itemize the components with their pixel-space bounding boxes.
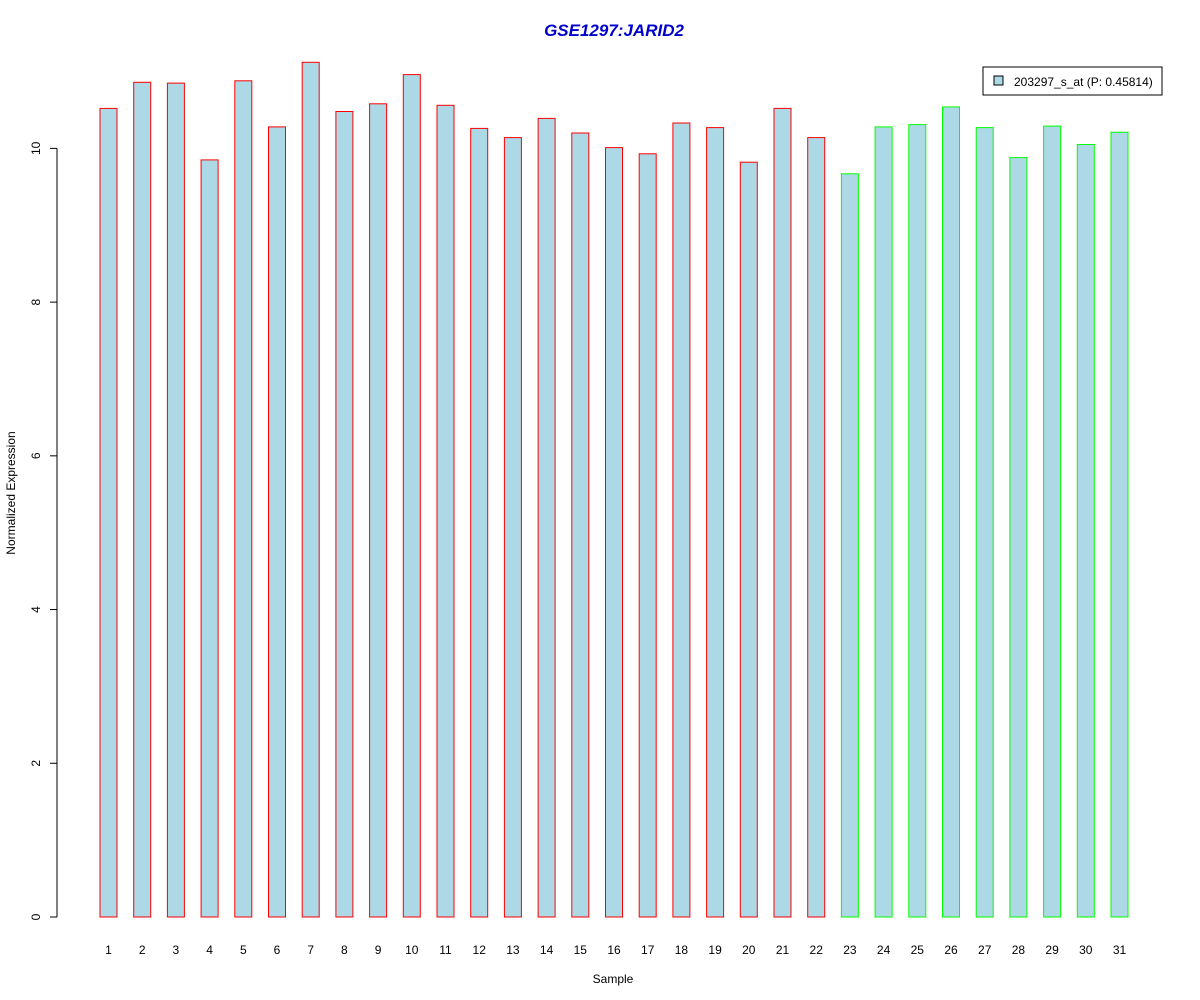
y-tick-label: 4 <box>29 606 43 613</box>
bar-sample-23 <box>840 173 859 918</box>
x-tick-label: 25 <box>911 943 925 957</box>
x-tick-label: 16 <box>607 943 621 957</box>
bars <box>99 61 1129 918</box>
bar-sample-31 <box>1110 131 1129 918</box>
x-tick-label: 9 <box>375 943 382 957</box>
x-tick-label: 4 <box>206 943 213 957</box>
y-tick-label: 6 <box>29 452 43 459</box>
bar-sample-29 <box>1043 125 1062 918</box>
y-axis: 0 2 4 6 8 10 <box>29 141 58 920</box>
x-tick-label: 3 <box>173 943 180 957</box>
bar-sample-14 <box>537 117 556 918</box>
bar-sample-7 <box>301 61 320 918</box>
bar-sample-1 <box>99 107 118 918</box>
bar-sample-28 <box>1009 157 1028 918</box>
x-tick-label: 5 <box>240 943 247 957</box>
bar-sample-15 <box>571 132 590 918</box>
bar-sample-20 <box>739 161 758 918</box>
x-tick-label: 21 <box>776 943 790 957</box>
x-tick-label: 26 <box>944 943 958 957</box>
x-tick-label: 24 <box>877 943 891 957</box>
x-tick-label: 23 <box>843 943 857 957</box>
bar-sample-17 <box>638 153 657 918</box>
x-tick-label: 1 <box>105 943 112 957</box>
x-tick-label: 29 <box>1045 943 1059 957</box>
x-tick-label: 19 <box>708 943 722 957</box>
x-tick-label: 8 <box>341 943 348 957</box>
y-tick-label: 8 <box>29 298 43 305</box>
chart-title: GSE1297:JARID2 <box>544 21 684 40</box>
y-axis-title: Normalized Expression <box>4 431 18 554</box>
x-tick-label: 22 <box>810 943 824 957</box>
x-tick-label: 15 <box>574 943 588 957</box>
y-tick-label: 0 <box>29 913 43 920</box>
bar-sample-4 <box>200 159 219 918</box>
x-tick-label: 6 <box>274 943 281 957</box>
bar-sample-24 <box>874 126 893 918</box>
x-tick-label: 7 <box>307 943 314 957</box>
x-tick-label: 30 <box>1079 943 1093 957</box>
x-tick-label: 18 <box>675 943 689 957</box>
bar-sample-9 <box>369 103 388 918</box>
x-tick-label: 10 <box>405 943 419 957</box>
bar-sample-10 <box>402 74 421 918</box>
bar-sample-6 <box>268 126 286 918</box>
bar-sample-3 <box>166 82 185 918</box>
bar-sample-16 <box>605 147 623 918</box>
legend-label: 203297_s_at (P: 0.45814) <box>1014 75 1153 89</box>
x-tick-labels: 1 2 3 4 5 6 7 8 9 10 11 12 13 14 15 16 17 18 19 20 21 22 23 24 2… <box>105 943 1126 957</box>
bar-sample-18 <box>672 122 691 918</box>
bar-sample-19 <box>706 127 725 918</box>
x-tick-label: 17 <box>641 943 655 957</box>
bar-sample-5 <box>234 80 253 918</box>
x-tick-label: 12 <box>473 943 487 957</box>
y-tick-label: 2 <box>29 760 43 767</box>
bar-sample-30 <box>1076 144 1095 918</box>
legend-swatch <box>993 75 1004 86</box>
x-tick-label: 27 <box>978 943 992 957</box>
legend-box <box>982 66 1163 96</box>
x-tick-label: 13 <box>506 943 520 957</box>
bar-sample-13 <box>503 137 522 918</box>
x-tick-label: 28 <box>1012 943 1026 957</box>
x-axis-title: Sample <box>593 972 634 986</box>
bar-sample-2 <box>133 81 152 918</box>
bar-sample-8 <box>335 111 354 918</box>
x-tick-label: 14 <box>540 943 554 957</box>
y-tick-label: 10 <box>29 141 43 155</box>
bar-sample-26 <box>942 106 960 918</box>
bar-sample-21 <box>773 107 792 918</box>
legend: 203297_s_at (P: 0.45814) <box>982 66 1163 96</box>
bar-sample-12 <box>470 127 489 918</box>
bar-sample-27 <box>975 127 994 918</box>
bar-sample-22 <box>807 137 826 918</box>
x-tick-label: 20 <box>742 943 756 957</box>
bar-sample-11 <box>436 104 455 918</box>
bar-sample-25 <box>908 124 927 918</box>
x-tick-label: 11 <box>439 943 452 957</box>
x-tick-label: 2 <box>139 943 146 957</box>
x-tick-label: 31 <box>1113 943 1127 957</box>
